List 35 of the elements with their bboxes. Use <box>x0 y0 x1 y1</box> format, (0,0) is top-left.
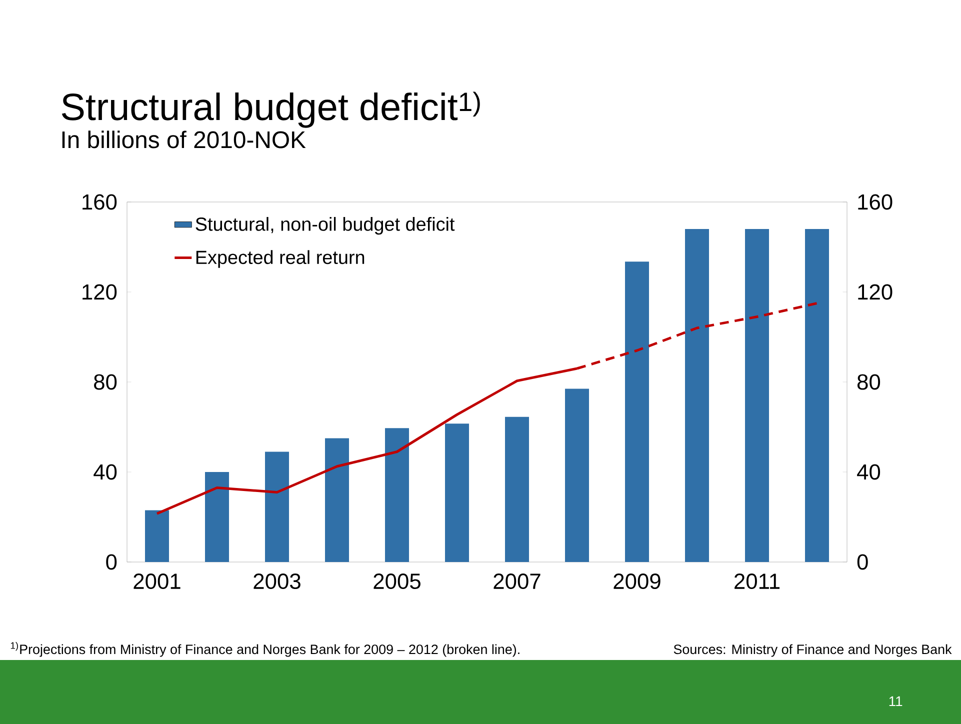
bar <box>205 472 230 562</box>
chart-title: Structural budget deficit$^{1)}$ <box>62 92 480 128</box>
text: 11 <box>889 696 902 706</box>
y2-tick-label: 40 <box>857 464 880 480</box>
y2-tick-label: 120 <box>858 284 892 300</box>
legend-label: Stuctural, non-oil budget deficit <box>196 216 455 235</box>
bar <box>325 438 350 562</box>
x-tick-label: 2003 <box>254 574 300 590</box>
bar <box>565 388 590 562</box>
bar <box>145 510 169 562</box>
source-note: Sources: Ministry of Finance and Norges Bank <box>674 644 952 657</box>
bar <box>805 228 830 562</box>
bar <box>685 228 710 562</box>
y-tick-label: 120 <box>82 284 117 300</box>
y2-tick-label: 0 <box>857 554 868 570</box>
chart-subtitle: In billions of 2010-NOK <box>62 130 306 148</box>
x-tick-label: 2007 <box>494 574 540 590</box>
y2-tick-label: 80 <box>857 374 880 390</box>
bar <box>745 228 770 562</box>
y-tick-label: 80 <box>94 374 117 390</box>
y-tick-label: 160 <box>82 194 117 210</box>
x-tick-label: 2005 <box>374 574 420 590</box>
bar <box>625 262 650 562</box>
legend-label: Expected real return <box>196 250 364 268</box>
y2-tick-label: 160 <box>858 194 892 210</box>
x-tick-label: 2001 <box>134 574 180 590</box>
bar <box>505 416 530 562</box>
bar <box>265 452 290 562</box>
y-tick-label: 0 <box>106 554 117 570</box>
x-tick-label: 2011 <box>734 574 780 590</box>
y-tick-label: 40 <box>94 464 117 480</box>
x-tick-label: 2009 <box>614 574 660 590</box>
bar <box>385 428 410 562</box>
text: $^{1)}$Projections from Ministry of Finance and Norges Bank for 2009 – 2012 (broken line). <box>10 642 520 657</box>
bar <box>445 424 470 562</box>
